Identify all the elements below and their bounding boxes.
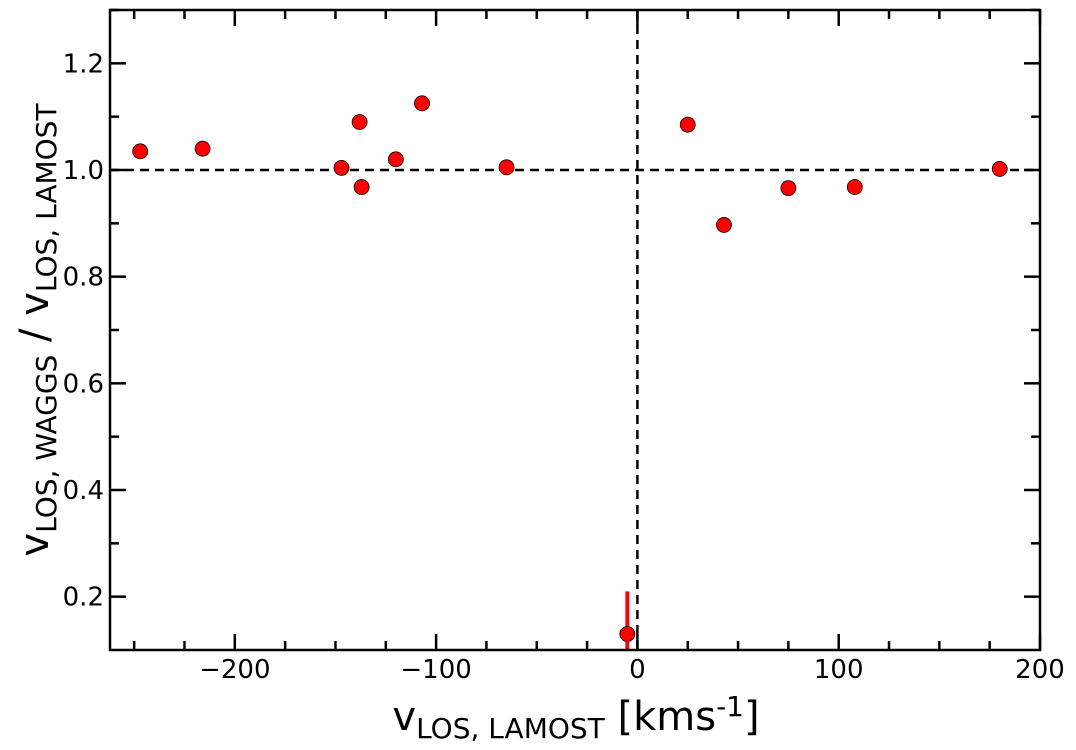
data-point bbox=[716, 217, 732, 233]
y-axis-label-mid: / v bbox=[12, 292, 58, 355]
data-point bbox=[194, 140, 211, 157]
x-tick-label: 0 bbox=[629, 655, 646, 685]
x-tick-label: 100 bbox=[814, 655, 864, 685]
reference-lines bbox=[110, 10, 1040, 650]
data-point bbox=[353, 179, 370, 195]
y-tick-label: 0.4 bbox=[63, 476, 104, 506]
x-axis-label-sub: LOS, LAMOST bbox=[416, 712, 606, 745]
y-tick-label: 1.2 bbox=[63, 49, 104, 79]
data-point bbox=[414, 95, 430, 112]
x-tick-labels: −200 −100 0 100 200 bbox=[199, 655, 1065, 685]
y-axis-label: vLOS, WAGGS / vLOS, LAMOST bbox=[12, 103, 63, 557]
x-axis-label-sup: -1 bbox=[716, 690, 744, 723]
data-point bbox=[387, 151, 404, 168]
y-tick-label: 0.8 bbox=[63, 263, 104, 293]
data-point bbox=[132, 143, 149, 160]
data-point bbox=[498, 159, 515, 176]
y-axis-label-sub1: LOS, WAGGS bbox=[30, 355, 63, 533]
data-point bbox=[846, 179, 863, 195]
y-axis-label-sub2: LOS, LAMOST bbox=[30, 103, 63, 293]
data-point bbox=[679, 116, 696, 133]
data-point bbox=[780, 180, 797, 197]
x-axis-label: vLOS, LAMOST [kms-1] bbox=[392, 690, 759, 745]
y-tick-label: 0.6 bbox=[63, 369, 104, 399]
data-points bbox=[132, 95, 1008, 642]
x-tick-label: −100 bbox=[400, 655, 471, 685]
x-axis-label-main: v bbox=[392, 694, 416, 740]
y-tick-label: 0.2 bbox=[63, 583, 104, 613]
data-point bbox=[333, 159, 350, 176]
x-axis-label-end: ] bbox=[744, 694, 760, 740]
y-axis-label-main: v bbox=[12, 533, 58, 557]
data-point bbox=[351, 114, 368, 130]
x-tick-label: −200 bbox=[199, 655, 270, 685]
plot-frame bbox=[108, 8, 1042, 652]
data-point bbox=[991, 161, 1008, 177]
y-tick-label: 1.0 bbox=[63, 156, 104, 186]
y-tick-labels: 0.2 0.4 0.6 0.8 1.0 1.2 bbox=[63, 49, 104, 612]
x-tick-label: 200 bbox=[1015, 655, 1065, 685]
axis-ticks bbox=[110, 8, 1042, 650]
data-point bbox=[619, 626, 636, 642]
x-axis-label-tail: [kms bbox=[605, 694, 716, 740]
